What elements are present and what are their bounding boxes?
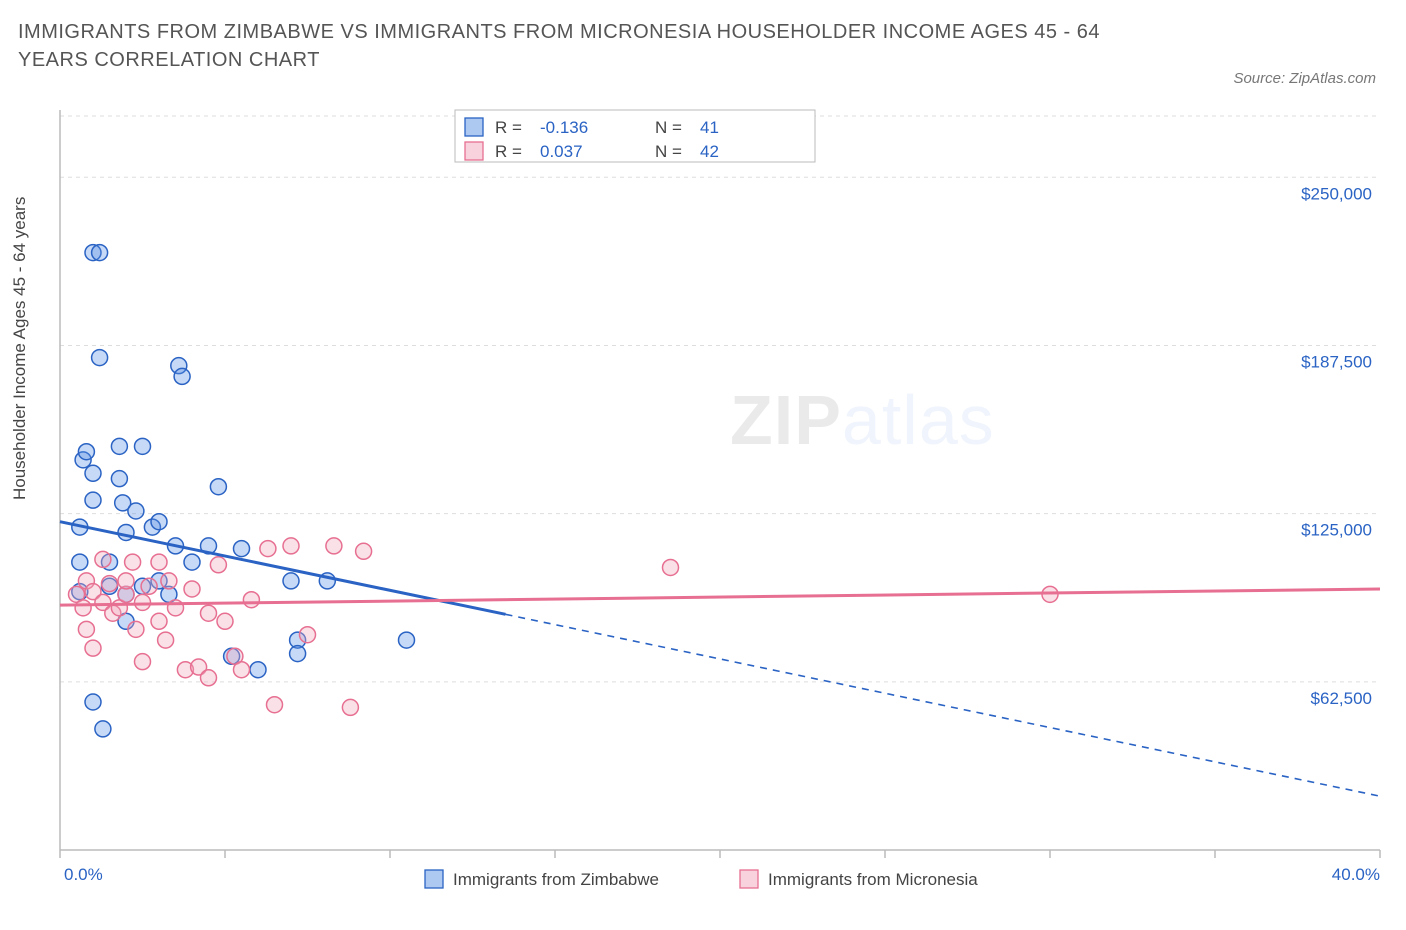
data-point-zimbabwe	[128, 503, 144, 519]
data-point-micronesia	[201, 670, 217, 686]
data-point-micronesia	[85, 640, 101, 656]
data-point-micronesia	[118, 573, 134, 589]
stats-r-label: R =	[495, 142, 522, 161]
data-point-micronesia	[151, 613, 167, 629]
data-point-micronesia	[78, 621, 94, 637]
data-point-zimbabwe	[174, 368, 190, 384]
data-point-micronesia	[300, 627, 316, 643]
data-point-zimbabwe	[95, 721, 111, 737]
y-tick-label: $187,500	[1301, 352, 1372, 371]
y-axis-label: Householder Income Ages 45 - 64 years	[10, 197, 30, 500]
data-point-micronesia	[342, 699, 358, 715]
data-point-micronesia	[210, 557, 226, 573]
legend-label: Immigrants from Zimbabwe	[453, 870, 659, 889]
data-point-zimbabwe	[210, 479, 226, 495]
legend-label: Immigrants from Micronesia	[768, 870, 978, 889]
data-point-micronesia	[102, 576, 118, 592]
data-point-micronesia	[356, 543, 372, 559]
data-point-micronesia	[135, 654, 151, 670]
data-point-micronesia	[125, 554, 141, 570]
chart-title: IMMIGRANTS FROM ZIMBABWE VS IMMIGRANTS F…	[18, 18, 1118, 74]
data-point-zimbabwe	[72, 554, 88, 570]
data-point-zimbabwe	[283, 573, 299, 589]
data-point-micronesia	[151, 554, 167, 570]
x-min-label: 0.0%	[64, 865, 103, 884]
stats-swatch	[465, 142, 483, 160]
data-point-zimbabwe	[78, 444, 94, 460]
data-point-micronesia	[234, 662, 250, 678]
data-point-zimbabwe	[111, 471, 127, 487]
data-point-micronesia	[201, 605, 217, 621]
stats-r-value: -0.136	[540, 118, 588, 137]
y-tick-label: $62,500	[1311, 689, 1372, 708]
data-point-zimbabwe	[111, 438, 127, 454]
x-max-label: 40.0%	[1332, 865, 1380, 884]
legend-swatch	[425, 870, 443, 888]
data-point-zimbabwe	[92, 245, 108, 261]
data-point-zimbabwe	[234, 541, 250, 557]
stats-r-label: R =	[495, 118, 522, 137]
data-point-micronesia	[95, 551, 111, 567]
stats-n-value: 41	[700, 118, 719, 137]
data-point-micronesia	[260, 541, 276, 557]
data-point-micronesia	[75, 600, 91, 616]
data-point-zimbabwe	[399, 632, 415, 648]
regression-line-dashed-zimbabwe	[506, 614, 1381, 796]
chart-container: Householder Income Ages 45 - 64 years ZI…	[20, 100, 1386, 900]
data-point-zimbabwe	[151, 514, 167, 530]
data-point-zimbabwe	[85, 492, 101, 508]
scatter-chart: $62,500 $125,000 $187,500 $250,000 0.0% 40.0%…	[20, 100, 1386, 900]
data-point-micronesia	[135, 594, 151, 610]
data-point-zimbabwe	[92, 350, 108, 366]
data-point-micronesia	[663, 559, 679, 575]
data-point-zimbabwe	[85, 694, 101, 710]
stats-swatch	[465, 118, 483, 136]
data-point-zimbabwe	[85, 465, 101, 481]
y-tick-label: $125,000	[1301, 521, 1372, 540]
data-point-micronesia	[326, 538, 342, 554]
data-point-micronesia	[161, 573, 177, 589]
data-point-zimbabwe	[290, 646, 306, 662]
data-point-micronesia	[217, 613, 233, 629]
stats-n-label: N =	[655, 118, 682, 137]
data-point-zimbabwe	[135, 438, 151, 454]
source-label: Source: ZipAtlas.com	[1233, 70, 1376, 87]
stats-n-label: N =	[655, 142, 682, 161]
data-point-micronesia	[267, 697, 283, 713]
data-point-micronesia	[243, 592, 259, 608]
y-tick-label: $250,000	[1301, 184, 1372, 203]
legend-swatch	[740, 870, 758, 888]
data-point-micronesia	[184, 581, 200, 597]
stats-r-value: 0.037	[540, 142, 583, 161]
data-point-micronesia	[283, 538, 299, 554]
data-point-micronesia	[158, 632, 174, 648]
data-point-micronesia	[141, 578, 157, 594]
data-point-zimbabwe	[184, 554, 200, 570]
data-point-micronesia	[128, 621, 144, 637]
data-point-zimbabwe	[250, 662, 266, 678]
stats-n-value: 42	[700, 142, 719, 161]
